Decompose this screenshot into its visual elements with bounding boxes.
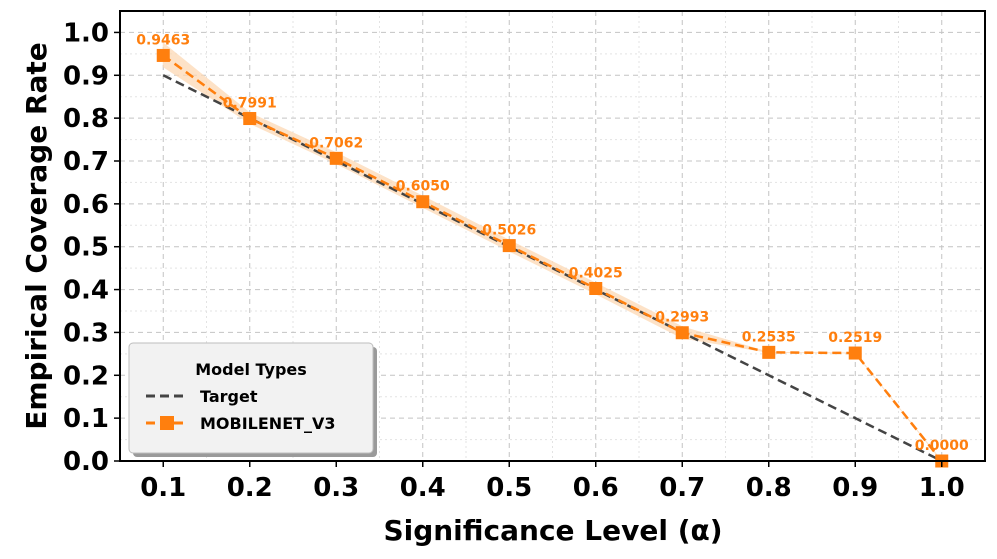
- data-value-label: 0.0000: [915, 438, 969, 454]
- y-tick-label: 0.7: [63, 147, 109, 177]
- data-value-label: 0.7991: [223, 96, 277, 112]
- data-value-label: 0.6050: [396, 179, 450, 195]
- y-tick-label: 0.0: [63, 447, 109, 477]
- x-axis-ticks: 0.1 0.2 0.3 0.4 0.5 0.6 0.7 0.8 0.9 1.0: [140, 461, 965, 503]
- y-tick-label: 0.3: [63, 318, 109, 348]
- data-point-marker: [502, 239, 516, 253]
- data-value-label: 0.2993: [655, 310, 709, 326]
- legend-title: Model Types: [195, 360, 307, 379]
- data-value-label: 0.2519: [828, 330, 882, 346]
- data-point-marker: [848, 346, 862, 360]
- y-axis-ticks: 0.0 0.1 0.2 0.3 0.4 0.5 0.6 0.7 0.8 0.9 1.0: [63, 18, 120, 477]
- y-tick-label: 0.1: [63, 404, 109, 434]
- plot-frame: [119, 10, 986, 462]
- y-tick-label: 0.6: [63, 190, 109, 220]
- data-labels: 0.9463 0.7991 0.7062 0.6050 0.5026 0.4025 0.29…: [136, 32, 969, 454]
- legend-target-label: Target: [200, 387, 258, 406]
- data-point-marker: [416, 195, 430, 209]
- data-point-marker: [762, 345, 776, 359]
- y-tick-label: 0.8: [63, 104, 109, 134]
- data-point-marker: [329, 151, 343, 165]
- legend-box: [128, 342, 374, 454]
- series-lines: [162, 54, 943, 463]
- model-line: [162, 54, 943, 462]
- x-axis-title: Significance Level (α): [383, 514, 722, 547]
- y-tick-label: 0.5: [63, 233, 109, 263]
- data-value-label: 0.5026: [482, 223, 536, 239]
- legend: Model Types Target MOBILENET_V3: [128, 342, 377, 457]
- x-tick-label: 0.9: [832, 473, 878, 503]
- data-point-marker: [243, 112, 257, 126]
- y-axis-title: Empirical Coverage Rate: [20, 42, 53, 430]
- data-point-marker: [675, 326, 689, 340]
- data-value-label: 0.9463: [136, 32, 190, 48]
- x-tick-label: 1.0: [919, 473, 965, 503]
- x-tick-label: 0.4: [400, 473, 446, 503]
- x-tick-label: 0.8: [746, 473, 792, 503]
- legend-model-label: MOBILENET_V3: [200, 414, 336, 433]
- data-point-marker: [589, 282, 603, 295]
- x-tick-label: 0.6: [573, 473, 619, 503]
- x-tick-label: 0.3: [313, 473, 359, 503]
- x-tick-label: 0.5: [486, 473, 532, 503]
- x-tick-label: 0.7: [659, 473, 705, 503]
- y-tick-label: 0.9: [63, 61, 109, 91]
- y-tick-label: 1.0: [63, 18, 109, 48]
- grid: [119, 11, 986, 461]
- y-tick-label: 0.2: [63, 361, 109, 391]
- x-tick-label: 0.1: [140, 473, 186, 503]
- y-tick-label: 0.4: [63, 276, 109, 306]
- x-tick-label: 0.2: [227, 473, 273, 503]
- data-point-marker: [156, 48, 170, 62]
- data-value-label: 0.7062: [309, 135, 363, 151]
- legend-model-marker: [160, 416, 174, 430]
- data-markers: [156, 48, 949, 468]
- data-value-label: 0.2535: [742, 329, 796, 345]
- data-value-label: 0.4025: [569, 266, 623, 282]
